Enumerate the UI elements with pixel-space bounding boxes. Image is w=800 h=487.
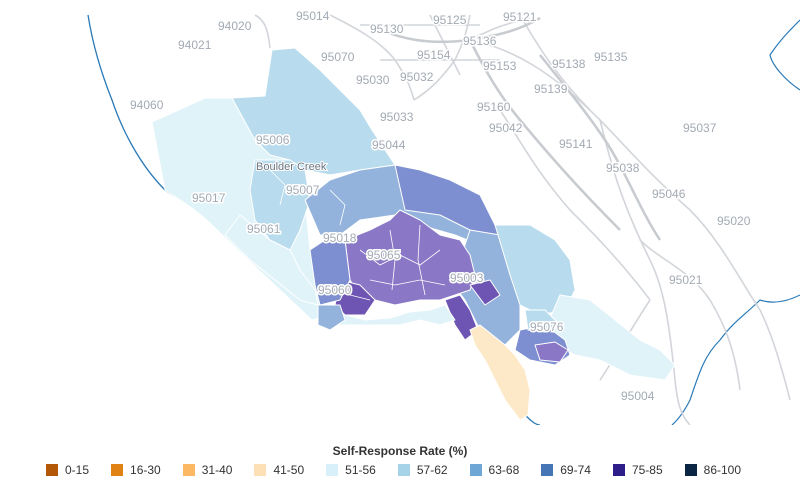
zip-label: 95004 bbox=[621, 389, 655, 403]
zip-label: 95060 bbox=[318, 283, 352, 297]
zip-label: 95130 bbox=[370, 22, 404, 36]
legend-swatch bbox=[46, 464, 58, 476]
zip-label: 95030 bbox=[356, 73, 390, 87]
legend-label: 51-56 bbox=[345, 463, 376, 477]
zip-label: 95065 bbox=[367, 248, 401, 262]
legend-swatch bbox=[541, 464, 554, 476]
legend-label: 0-15 bbox=[65, 463, 90, 477]
legend-label: 75-85 bbox=[631, 463, 663, 477]
zip-label: 95044 bbox=[372, 138, 406, 152]
legend-items: 0-15 16-30 31-40 41-50 51-56 57-62 63-68… bbox=[46, 463, 763, 477]
zip-label: 95042 bbox=[489, 121, 523, 135]
zip-label: 95046 bbox=[652, 187, 686, 201]
zip-label: 95138 bbox=[552, 57, 586, 71]
legend-label: 41-50 bbox=[273, 463, 305, 477]
zip-label: 94020 bbox=[218, 19, 252, 33]
zip-label: 95121 bbox=[503, 10, 537, 24]
zip-labels: 95014 94020 95125 95121 95130 94021 9513… bbox=[129, 8, 753, 405]
legend-item: 63-68 bbox=[469, 463, 520, 477]
legend-swatch bbox=[469, 464, 482, 476]
legend-swatch bbox=[254, 464, 267, 476]
zip-label: 95018 bbox=[323, 231, 357, 245]
zip-label: 95006 bbox=[256, 133, 290, 147]
zip-label: 95076 bbox=[530, 320, 564, 334]
legend-swatch bbox=[326, 464, 339, 476]
place-label-boulder-creek: Boulder Creek bbox=[256, 161, 327, 173]
zip-label: 95154 bbox=[417, 48, 451, 62]
zip-label: 95139 bbox=[534, 82, 568, 96]
zip-label: 95021 bbox=[669, 273, 703, 287]
legend-swatch bbox=[612, 464, 625, 476]
legend-item: 69-74 bbox=[541, 463, 591, 477]
legend-swatch bbox=[111, 464, 124, 476]
zip-label: 95070 bbox=[321, 50, 355, 64]
zip-label: 95032 bbox=[400, 70, 434, 84]
river-east bbox=[671, 294, 800, 426]
river-ne bbox=[769, 19, 800, 91]
zip-label: 95141 bbox=[559, 137, 593, 151]
map-canvas[interactable]: 95014 94020 95125 95121 95130 94021 9513… bbox=[0, 0, 800, 426]
legend-item: 75-85 bbox=[612, 463, 663, 477]
legend-item: 57-62 bbox=[397, 463, 448, 477]
zip-label: 94060 bbox=[130, 98, 164, 112]
legend-swatch bbox=[684, 464, 697, 476]
legend-swatch bbox=[182, 464, 195, 476]
zip-label: 95136 bbox=[463, 34, 497, 48]
zip-label: 95003 bbox=[450, 271, 484, 285]
legend-label: 63-68 bbox=[488, 463, 520, 477]
legend-item: 16-30 bbox=[111, 463, 161, 477]
zip-label: 95037 bbox=[683, 121, 717, 135]
map-svg: 95014 94020 95125 95121 95130 94021 9513… bbox=[87, 8, 800, 426]
legend-item: 86-100 bbox=[684, 463, 742, 477]
zip-label: 95033 bbox=[380, 110, 414, 124]
zip-label: 95038 bbox=[606, 161, 640, 175]
county-zones bbox=[151, 47, 676, 421]
zip-label: 95135 bbox=[594, 50, 628, 64]
legend-label: 16-30 bbox=[130, 463, 161, 477]
zip-label: 95007 bbox=[286, 183, 320, 197]
legend-title: Self-Response Rate (%) bbox=[332, 444, 468, 458]
legend-label: 69-74 bbox=[560, 463, 591, 477]
legend-item: 0-15 bbox=[46, 463, 89, 477]
zone-borders bbox=[269, 169, 446, 301]
legend-item: 51-56 bbox=[326, 463, 376, 477]
highways bbox=[369, 16, 662, 241]
legend-item: 31-40 bbox=[182, 463, 233, 477]
zip-label: 95061 bbox=[247, 222, 281, 236]
zip-label: 95160 bbox=[477, 100, 511, 114]
zip-label: 95014 bbox=[296, 9, 330, 23]
legend-swatch bbox=[397, 464, 410, 476]
legend-label: 57-62 bbox=[416, 463, 448, 477]
legend-label: 31-40 bbox=[201, 463, 233, 477]
legend-label: 86-100 bbox=[703, 463, 742, 477]
zip-label: 95153 bbox=[483, 59, 517, 73]
legend-item: 41-50 bbox=[254, 463, 304, 477]
legend: Self-Response Rate (%) 0-15 16-30 31-40 … bbox=[0, 444, 800, 487]
zip-label: 95020 bbox=[717, 214, 751, 228]
zip-label: 95017 bbox=[192, 191, 226, 205]
zip-label: 94021 bbox=[178, 38, 212, 52]
zip-label: 95125 bbox=[433, 13, 467, 27]
